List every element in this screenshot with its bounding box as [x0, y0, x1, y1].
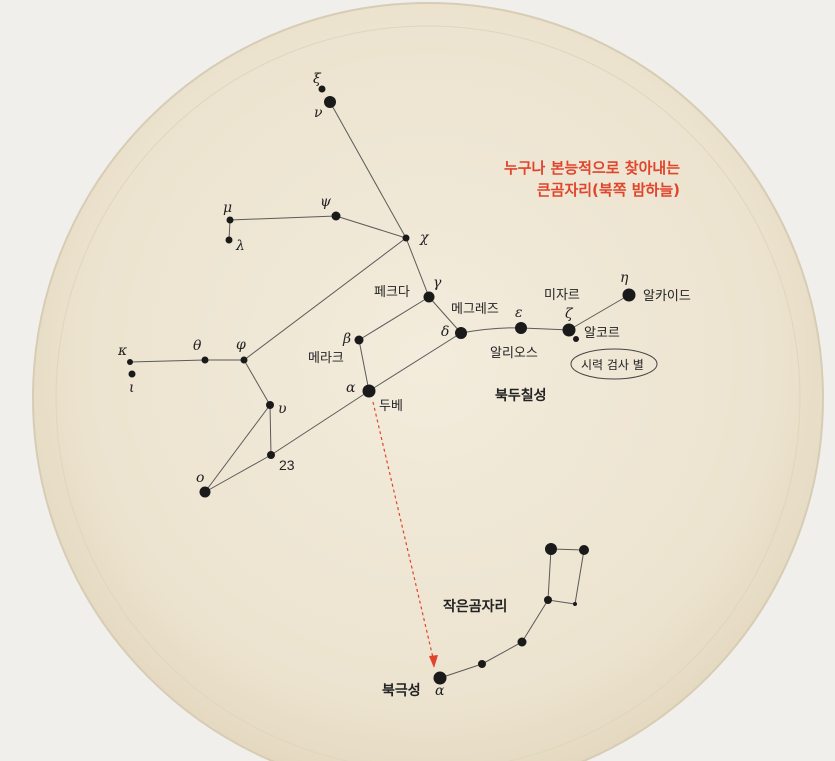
- star-phi: [240, 356, 248, 364]
- star-psi: [331, 211, 341, 221]
- label-phecda: 페크다: [374, 285, 410, 300]
- line-mu-psi: [229, 215, 337, 221]
- star-zeta: [562, 323, 576, 337]
- star-ld-eta: [573, 602, 577, 606]
- disk-inner-ring: [55, 25, 801, 761]
- star-mu: [226, 216, 234, 224]
- label-iota: ι: [129, 380, 135, 396]
- label-xi: ξ: [313, 71, 322, 87]
- star-eta: [622, 288, 636, 302]
- label-little-dipper: 작은곰자리: [443, 598, 507, 615]
- line-ld-2: [481, 641, 523, 665]
- label-alcor: 알코르: [584, 326, 620, 341]
- line-ld-3: [521, 599, 549, 643]
- line-gamma-delta: [428, 296, 462, 334]
- line-23-omicron: [204, 454, 272, 493]
- line-gamma-beta: [358, 296, 430, 341]
- label-mizar: 미자르: [544, 288, 580, 303]
- line-zeta-eta: [568, 294, 630, 331]
- label-mu: μ: [223, 200, 232, 216]
- label-polaris-alpha: α: [435, 683, 445, 699]
- line-kappa-theta: [129, 359, 206, 363]
- label-gamma: γ: [433, 275, 442, 291]
- line-beta-alpha: [358, 339, 370, 392]
- label-upsilon: υ: [278, 401, 287, 417]
- label-alkaid: 알카이드: [643, 289, 691, 304]
- line-delta-alpha: [368, 332, 462, 392]
- line-ld-4: [547, 599, 576, 605]
- line-chi-phi: [243, 237, 407, 361]
- label-chi: χ: [419, 230, 430, 246]
- label-alioth: 알리오스: [490, 346, 538, 361]
- celestial-disk: [32, 2, 824, 761]
- label-psi: ψ: [320, 194, 332, 210]
- star-iota: [128, 370, 136, 378]
- label-dubhe: 두베: [379, 399, 403, 414]
- title-line-1: 누구나 본능적으로 찾아내는: [504, 159, 680, 177]
- label-theta: θ: [193, 338, 202, 354]
- star-epsilon: [515, 322, 527, 334]
- line-phi-upsilon: [243, 359, 271, 406]
- star-alpha: [362, 384, 376, 398]
- line-ld-5: [574, 549, 585, 605]
- label-23: 23: [279, 457, 295, 473]
- line-ld-7: [547, 548, 552, 601]
- eye-test-ellipse: [570, 348, 658, 380]
- star-lambda: [225, 236, 233, 244]
- line-nu-chi: [329, 101, 407, 239]
- line-psi-chi: [335, 215, 407, 239]
- line-upsilon-23: [269, 404, 272, 456]
- label-zeta: ζ: [565, 306, 574, 322]
- label-eta: η: [620, 270, 629, 286]
- star-ld-epsilon: [517, 637, 527, 647]
- label-merak: 메라크: [308, 351, 344, 366]
- stars: [127, 85, 636, 685]
- star-theta: [201, 356, 209, 364]
- star-kappa: [127, 359, 133, 365]
- pointer-line: [372, 401, 435, 663]
- star-polaris: [433, 671, 447, 685]
- title-line-2: 큰곰자리(북쪽 밤하늘): [537, 181, 680, 199]
- star-omicron: [199, 486, 211, 498]
- star-delta: [455, 327, 467, 339]
- label-beta: β: [342, 331, 351, 347]
- star-23: [267, 451, 275, 459]
- star-beta: [354, 335, 364, 345]
- label-polaris: 북극성: [382, 683, 421, 699]
- label-omicron: ο: [196, 470, 204, 486]
- star-upsilon: [266, 401, 274, 409]
- star-ld-gamma: [579, 545, 589, 555]
- star-ld-delta: [478, 660, 486, 668]
- star-xi: [318, 85, 326, 93]
- label-alpha: α: [346, 380, 356, 396]
- label-lambda: λ: [235, 238, 245, 254]
- pointer-arrowhead: [429, 655, 438, 668]
- constellation-lines: [129, 101, 630, 679]
- line-chi-gamma: [405, 237, 430, 298]
- star-chi: [402, 234, 410, 242]
- label-eye-test: 시력 검사 별: [581, 358, 644, 372]
- line-alpha-23: [270, 390, 370, 456]
- star-ld-beta: [545, 543, 557, 555]
- label-kappa: κ: [117, 343, 127, 359]
- label-big-dipper: 북두칠성: [495, 387, 547, 404]
- star-alcor: [573, 336, 579, 342]
- label-epsilon: ε: [515, 305, 523, 321]
- label-megrez: 메그레즈: [451, 302, 499, 317]
- line-ld-1: [439, 663, 483, 679]
- label-delta: δ: [441, 324, 449, 340]
- line-upsilon-omicron: [204, 404, 271, 493]
- star-nu: [324, 96, 336, 108]
- label-phi: φ: [236, 337, 246, 353]
- star-ld-zeta: [544, 596, 552, 604]
- star-gamma: [423, 291, 435, 303]
- label-nu: ν: [314, 105, 323, 121]
